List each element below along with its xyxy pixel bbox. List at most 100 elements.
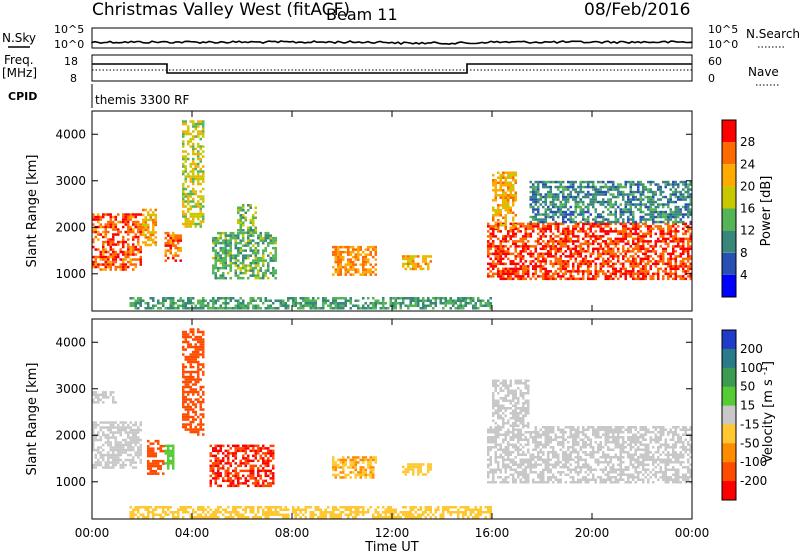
power-cell-11 bbox=[192, 297, 195, 300]
power-cell-8 bbox=[624, 230, 627, 233]
power-cell-9 bbox=[497, 204, 500, 207]
power-cell-9 bbox=[512, 189, 515, 192]
power-cell-8 bbox=[642, 235, 645, 238]
velocity-cell-6 bbox=[364, 458, 367, 462]
power-cell-6 bbox=[374, 268, 377, 271]
velocity-cell-5 bbox=[267, 464, 270, 468]
power-cell-8 bbox=[507, 247, 510, 251]
power-cell-11 bbox=[212, 299, 215, 302]
power-cell-8 bbox=[549, 225, 552, 228]
power-cell-0 bbox=[127, 218, 130, 221]
velocity-cell-4 bbox=[202, 390, 205, 394]
power-cell-3 bbox=[197, 145, 200, 148]
velocity-cell-8 bbox=[507, 456, 510, 459]
power-cell-3 bbox=[202, 155, 205, 158]
power-cell-4 bbox=[247, 241, 250, 245]
power-cell-11 bbox=[339, 297, 342, 300]
velocity-cell-0 bbox=[117, 446, 120, 449]
power-cell-3 bbox=[192, 120, 195, 123]
power-cell-8 bbox=[542, 235, 545, 238]
velocity-cell-8 bbox=[527, 476, 530, 479]
velocity-cell-0 bbox=[92, 421, 95, 424]
velocity-cell-6 bbox=[344, 461, 347, 464]
velocity-cell-5 bbox=[217, 467, 220, 470]
power-cell-9 bbox=[492, 199, 495, 202]
power-cell-11 bbox=[242, 307, 245, 310]
power-cell-8 bbox=[499, 277, 502, 281]
power-cell-3 bbox=[199, 202, 202, 206]
power-cell-8 bbox=[649, 235, 652, 238]
velocity-cell-0 bbox=[124, 463, 127, 467]
power-cell-10 bbox=[644, 185, 647, 189]
power-cell-5 bbox=[252, 216, 255, 219]
power-cell-10 bbox=[629, 183, 632, 186]
power-cell-0 bbox=[129, 218, 132, 221]
velocity-cell-0 bbox=[119, 441, 122, 444]
power-cell-8 bbox=[669, 270, 672, 273]
velocity-cell-0 bbox=[124, 458, 127, 462]
power-cell-11 bbox=[229, 307, 232, 310]
power-cell-11 bbox=[199, 304, 202, 307]
power-cell-10 bbox=[627, 208, 630, 211]
velocity-cell-0 bbox=[124, 438, 127, 442]
velocity-cell-5 bbox=[244, 464, 247, 468]
velocity-cell-0 bbox=[137, 446, 140, 449]
power-cell-10 bbox=[632, 198, 635, 201]
power-cell-8 bbox=[639, 272, 642, 276]
velocity-cell-5 bbox=[217, 457, 220, 460]
power-cell-6 bbox=[362, 273, 365, 276]
power-cell-8 bbox=[554, 247, 557, 251]
power-cell-10 bbox=[612, 213, 615, 216]
velocity-cell-4 bbox=[192, 353, 195, 356]
power-cell-1 bbox=[152, 213, 155, 217]
power-cell-3 bbox=[182, 150, 185, 153]
power-cell-10 bbox=[594, 210, 597, 214]
velocity-cell-2 bbox=[157, 472, 160, 475]
power-cell-4 bbox=[219, 241, 222, 245]
power-cell-8 bbox=[509, 262, 512, 266]
velocity-cell-8 bbox=[507, 453, 510, 456]
velocity-cell-0 bbox=[114, 431, 117, 434]
power-cell-10 bbox=[619, 215, 622, 219]
power-cell-8 bbox=[577, 235, 580, 238]
power-cell-8 bbox=[487, 230, 490, 233]
power-cell-8 bbox=[632, 250, 635, 253]
velocity-cell-3 bbox=[172, 457, 175, 460]
power-cell-2 bbox=[177, 234, 180, 237]
power-cell-0 bbox=[119, 263, 122, 266]
power-cell-8 bbox=[669, 262, 672, 266]
power-cell-11 bbox=[239, 307, 242, 310]
velocity-cell-0 bbox=[92, 443, 95, 447]
power-cell-5 bbox=[239, 209, 242, 212]
velocity-cell-6 bbox=[337, 458, 340, 462]
velocity-cell-2 bbox=[159, 464, 162, 468]
power-cell-8 bbox=[617, 242, 620, 246]
power-cell-4 bbox=[222, 246, 225, 250]
power-cell-2 bbox=[172, 256, 175, 260]
power-cell-4 bbox=[229, 234, 232, 237]
power-cell-4 bbox=[214, 259, 217, 262]
power-cell-0 bbox=[137, 250, 140, 254]
velocity-cell-7 bbox=[427, 465, 430, 469]
nsky-tick-top: 10^5 bbox=[54, 23, 84, 36]
power-cell-0 bbox=[119, 230, 122, 234]
power-cell-8 bbox=[587, 247, 590, 251]
velocity-cell-5 bbox=[262, 467, 265, 470]
power-cell-0 bbox=[109, 248, 112, 251]
power-cell-8 bbox=[564, 235, 567, 238]
velocity-cell-3 bbox=[167, 467, 170, 470]
power-cell-8 bbox=[619, 252, 622, 256]
power-cell-11 bbox=[372, 304, 375, 307]
velocity-cell-8 bbox=[489, 426, 492, 429]
velocity-cell-1 bbox=[102, 391, 105, 394]
velocity-cell-8 bbox=[502, 451, 505, 454]
power-cell-8 bbox=[644, 247, 647, 251]
power-cell-4 bbox=[222, 276, 225, 280]
power-cell-8 bbox=[557, 257, 560, 261]
power-cell-11 bbox=[459, 299, 462, 302]
power-cell-8 bbox=[517, 245, 520, 248]
power-cell-3 bbox=[189, 162, 192, 166]
velocity-cell-0 bbox=[107, 463, 110, 467]
power-cell-8 bbox=[514, 255, 517, 258]
velocity-cell-4 bbox=[199, 345, 202, 349]
